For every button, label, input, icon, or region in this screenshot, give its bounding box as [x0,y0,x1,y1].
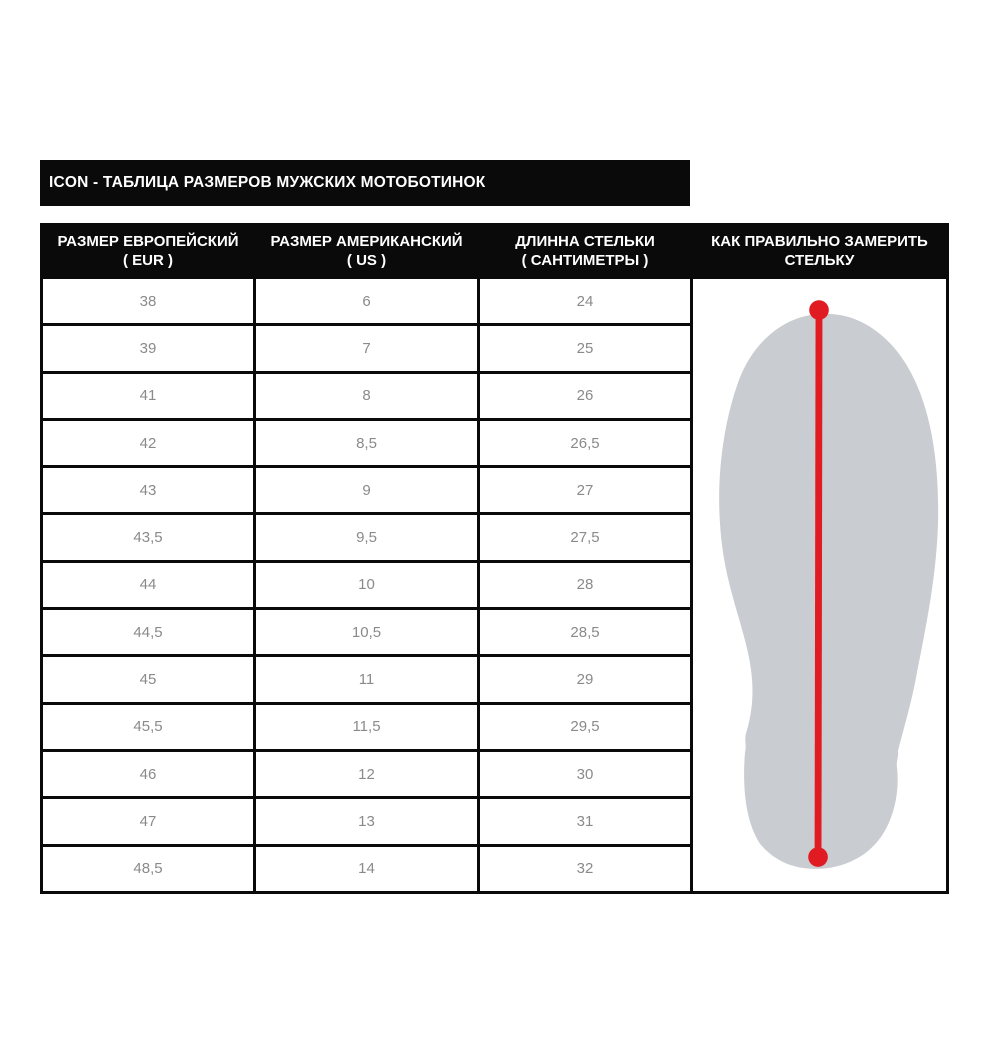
size-table: РАЗМЕР ЕВРОПЕЙСКИЙ ( EUR ) РАЗМЕР АМЕРИК… [40,223,949,895]
column-header-us-line1: РАЗМЕР АМЕРИКАНСКИЙ [270,233,463,250]
cell-insole-length: 28 [477,559,693,611]
page-title: ICON - ТАБЛИЦА РАЗМЕРОВ МУЖСКИХ МОТОБОТИ… [49,174,486,191]
cell-us-size: 14 [253,843,480,895]
cell-us-size: 8 [253,370,480,421]
cell-insole-length: 28,5 [477,607,693,658]
column-header-measure: КАК ПРАВИЛЬНО ЗАМЕРИТЬ СТЕЛЬКУ [690,223,949,279]
cell-eur-size: 41 [40,370,256,421]
cell-eur-size: 38 [40,275,256,327]
column-header-measure-line1: КАК ПРАВИЛЬНО ЗАМЕРИТЬ [711,233,928,250]
cell-eur-size: 44 [40,559,256,611]
cell-eur-size: 48,5 [40,843,256,895]
table-row: 47 13 31 [40,796,948,847]
cell-us-size: 13 [253,796,480,847]
size-chart-panel: ICON - ТАБЛИЦА РАЗМЕРОВ МУЖСКИХ МОТОБОТИ… [40,160,949,895]
cell-insole-length: 31 [477,796,693,847]
cell-us-size: 10 [253,559,480,611]
table-row: 45,5 11,5 29,5 [40,701,948,752]
cell-insole-length: 32 [477,843,693,895]
cell-insole-length: 26 [477,370,693,421]
table-row: 38 6 24 [40,275,949,894]
table-row: 41 8 26 [40,370,948,421]
size-table-body: 38 6 24 39 7 25 41 8 26 42 8,5 26,5 43 9… [40,275,949,895]
cell-us-size: 6 [253,275,480,327]
measurement-line [814,310,823,858]
cell-insole-length: 25 [477,323,693,374]
cell-insole-length: 27 [477,465,693,516]
column-header-eur: РАЗМЕР ЕВРОПЕЙСКИЙ ( EUR ) [40,223,256,279]
cell-eur-size: 43 [40,465,256,516]
cell-us-size: 11,5 [253,701,480,752]
cell-insole-length: 30 [477,748,693,800]
cell-eur-size: 43,5 [40,512,256,563]
cell-us-size: 9 [253,465,480,516]
column-header-cm: ДЛИННА СТЕЛЬКИ ( САНТИМЕТРЫ ) [477,223,693,279]
column-header-measure-line2: СТЕЛЬКУ [784,252,855,269]
measurement-dot-top [809,300,829,320]
cell-eur-size: 39 [40,323,256,374]
measurement-dot-bottom [808,847,828,867]
cell-insole-length: 27,5 [477,512,693,563]
insole-outline-with-measurement-line-icon [719,300,939,869]
header-row: РАЗМЕР ЕВРОПЕЙСКИЙ ( EUR ) РАЗМЕР АМЕРИК… [40,223,949,279]
column-header-cm-line2: ( САНТИМЕТРЫ ) [521,252,649,269]
table-row: 43,5 9,5 27,5 [40,512,948,563]
cell-eur-size: 45 [40,654,256,705]
cell-us-size: 12 [253,748,480,800]
cell-eur-size: 47 [40,796,256,847]
insole-cell [690,276,949,894]
column-header-eur-line2: ( EUR ) [123,252,173,269]
cell-insole-length: 24 [477,275,693,327]
cell-insole-length: 26,5 [477,417,693,469]
cell-eur-size: 42 [40,417,256,469]
cell-us-size: 11 [253,654,480,705]
table-row: 39 7 25 [40,323,948,374]
column-header-us-line2: ( US ) [346,252,387,269]
table-row: 45 11 29 [40,654,948,705]
insole-sole-shape [719,313,939,869]
cell-eur-size: 46 [40,748,256,800]
table-row: 42 8,5 26,5 [40,417,948,469]
table-row: 43 9 27 [40,465,948,516]
cell-eur-size: 45,5 [40,701,256,752]
table-row: 44,5 10,5 28,5 [40,607,948,658]
cell-us-size: 8,5 [253,417,480,469]
cell-us-size: 10,5 [253,607,480,658]
column-header-eur-line1: РАЗМЕР ЕВРОПЕЙСКИЙ [57,233,239,250]
title-bar: ICON - ТАБЛИЦА РАЗМЕРОВ МУЖСКИХ МОТОБОТИ… [40,160,690,206]
insole-measurement-figure [695,283,944,887]
table-row: 48,5 14 32 [40,843,948,895]
column-header-us: РАЗМЕР АМЕРИКАНСКИЙ ( US ) [253,223,480,279]
cell-us-size: 9,5 [253,512,480,563]
cell-us-size: 7 [253,323,480,374]
column-header-cm-line1: ДЛИННА СТЕЛЬКИ [515,233,655,250]
table-row: 46 12 30 [40,748,948,800]
cell-insole-length: 29,5 [477,701,693,752]
cell-eur-size: 44,5 [40,607,256,658]
cell-insole-length: 29 [477,654,693,705]
table-row: 44 10 28 [40,559,948,611]
